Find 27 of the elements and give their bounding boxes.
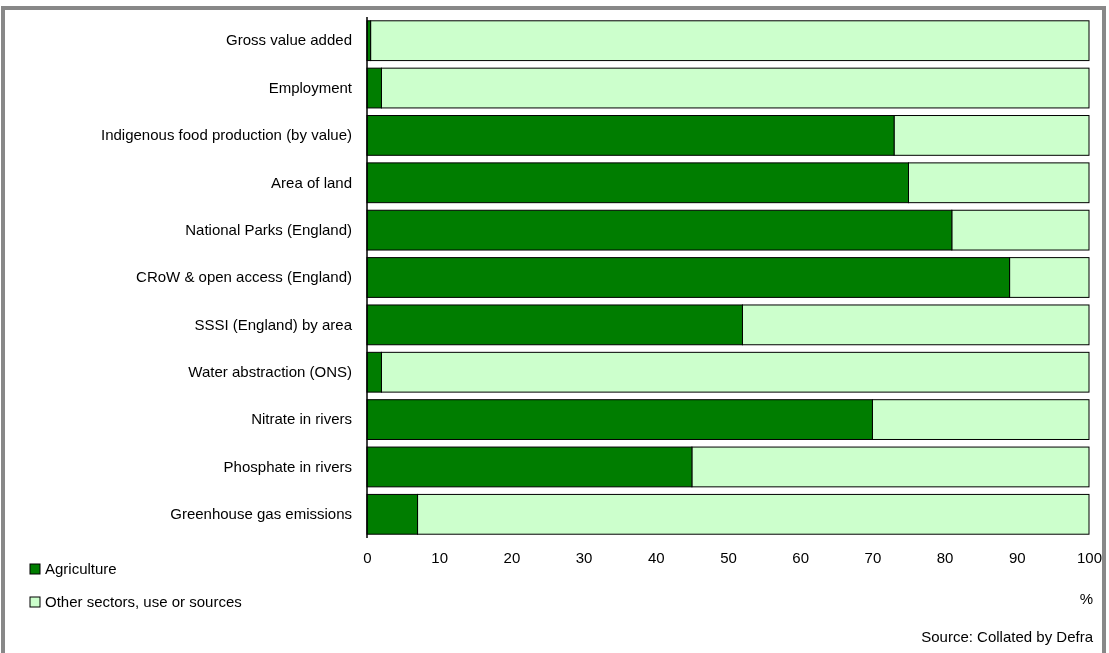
y-tick-label: Phosphate in rivers [223, 457, 352, 475]
y-tick-label: Employment [268, 78, 353, 96]
x-axis-title: % [1079, 590, 1093, 607]
x-tick-label: 0 [363, 548, 372, 566]
y-tick-label: CRoW & open access (England) [136, 268, 352, 286]
source-note: Source: Collated by Defra [921, 628, 1094, 645]
x-tick-label: 40 [647, 548, 665, 566]
x-tick-label: 70 [864, 548, 882, 566]
y-tick-label: SSSI (England) by area [194, 315, 353, 333]
y-tick-label: National Parks (England) [185, 220, 352, 238]
y-tick-label: Greenhouse gas emissions [170, 505, 352, 523]
legend-label: Other sectors, use or sources [45, 593, 242, 610]
y-tick-label: Indigenous food production (by value) [100, 126, 352, 144]
x-tick-label: 80 [936, 548, 954, 566]
y-tick-label: Gross value added [226, 31, 352, 49]
x-tick-label: 50 [720, 548, 737, 566]
x-tick-label: 60 [792, 548, 810, 566]
x-tick-label: 20 [503, 548, 521, 566]
x-tick-label: 30 [575, 548, 593, 566]
y-tick-label: Area of land [271, 173, 352, 191]
bar [370, 20, 1090, 62]
y-tick-label: Water abstraction (ONS) [188, 363, 352, 381]
x-tick-label: 10 [431, 548, 449, 566]
x-tick-label: 100 [1076, 548, 1103, 566]
x-tick-label: 90 [1008, 548, 1026, 566]
y-tick-label: Nitrate in rivers [251, 410, 352, 428]
legend-label: Agriculture [45, 560, 117, 577]
